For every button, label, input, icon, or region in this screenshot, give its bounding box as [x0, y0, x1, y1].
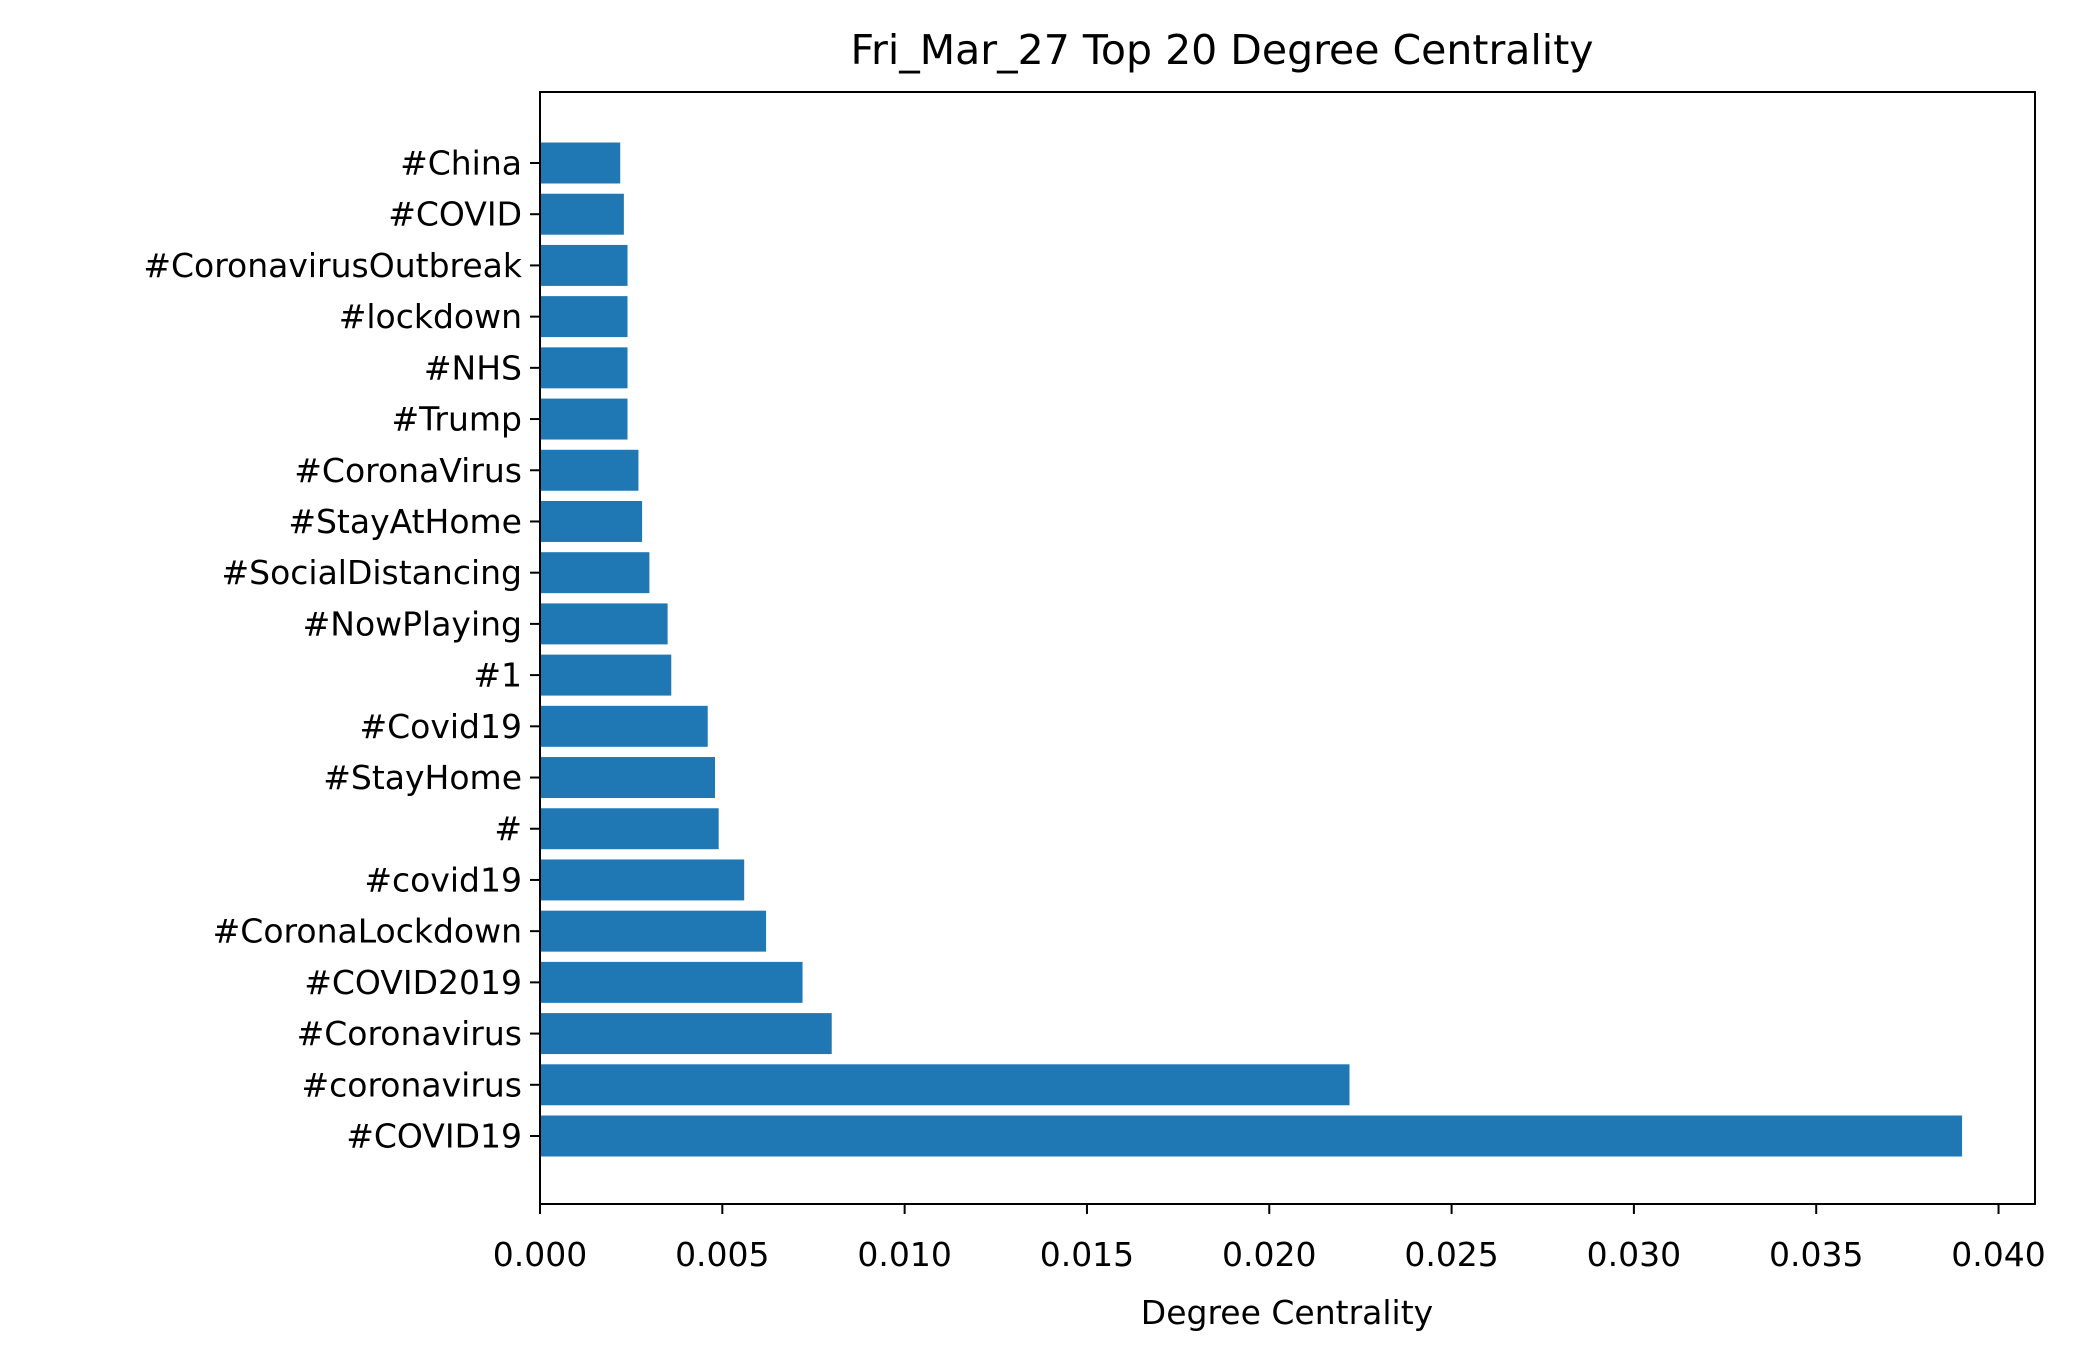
bar [540, 449, 639, 491]
x-tick-label: 0.000 [493, 1235, 587, 1274]
bar [540, 244, 628, 286]
bar [540, 398, 628, 440]
bar [540, 654, 672, 696]
bar [540, 552, 650, 594]
x-tick-label: 0.005 [675, 1235, 769, 1274]
y-tick-label: #NowPlaying [303, 604, 522, 643]
y-tick-label: #covid19 [364, 860, 522, 899]
bar [540, 1064, 1350, 1106]
y-tick-label: #CoronavirusOutbreak [143, 246, 523, 285]
bar [540, 603, 668, 645]
y-tick-label: #coronavirus [301, 1065, 522, 1104]
y-tick-label: #COVID2019 [304, 963, 522, 1002]
plot-area-frame [539, 91, 2036, 1205]
bar [540, 296, 628, 338]
chart-title: Fri_Mar_27 Top 20 Degree Centrality [850, 26, 1593, 74]
x-tick-label: 0.015 [1040, 1235, 1134, 1274]
x-axis-ticks: 0.000 0.005 0.010 0.015 0.020 0.025 0.030 0.035… [493, 1204, 2046, 1274]
x-tick-label: 0.020 [1222, 1235, 1316, 1274]
y-tick-label: #COVID [388, 195, 522, 234]
y-tick-label: #1 [473, 656, 522, 695]
bar [540, 808, 719, 850]
bar [540, 347, 628, 389]
x-tick-label: 0.040 [1951, 1235, 2045, 1274]
bar [540, 859, 745, 901]
bar [540, 705, 708, 747]
bar [540, 910, 767, 952]
y-tick-label: #StayHome [323, 758, 522, 797]
bar [540, 961, 803, 1003]
bar [540, 1115, 1963, 1157]
y-tick-label: #China [400, 144, 522, 183]
bar [540, 142, 621, 184]
y-tick-label: #CoronaLockdown [213, 912, 522, 951]
y-tick-label: #Coronavirus [297, 1014, 522, 1053]
y-tick-label: #COVID19 [346, 1117, 522, 1156]
y-tick-label: #NHS [424, 348, 522, 387]
bar [540, 757, 716, 799]
bar [540, 1013, 832, 1055]
bar [540, 500, 643, 542]
y-tick-label: #Covid19 [359, 707, 522, 746]
y-tick-label: #SocialDistancing [221, 553, 522, 592]
x-axis-label: Degree Centrality [1141, 1293, 1433, 1332]
x-tick-label: 0.010 [857, 1235, 951, 1274]
x-tick-label: 0.030 [1587, 1235, 1681, 1274]
y-tick-label: # [494, 809, 522, 848]
y-tick-label: #CoronaVirus [294, 451, 522, 490]
x-tick-label: 0.035 [1769, 1235, 1863, 1274]
bar [540, 193, 624, 235]
x-tick-label: 0.025 [1404, 1235, 1498, 1274]
bars-group [540, 142, 1963, 1157]
y-axis-ticks: #COVID19 #coronavirus #Coronavirus #COVID20… [143, 144, 540, 1156]
y-tick-label: #StayAtHome [288, 502, 522, 541]
y-tick-label: #Trump [391, 400, 522, 439]
y-tick-label: #lockdown [339, 297, 522, 336]
